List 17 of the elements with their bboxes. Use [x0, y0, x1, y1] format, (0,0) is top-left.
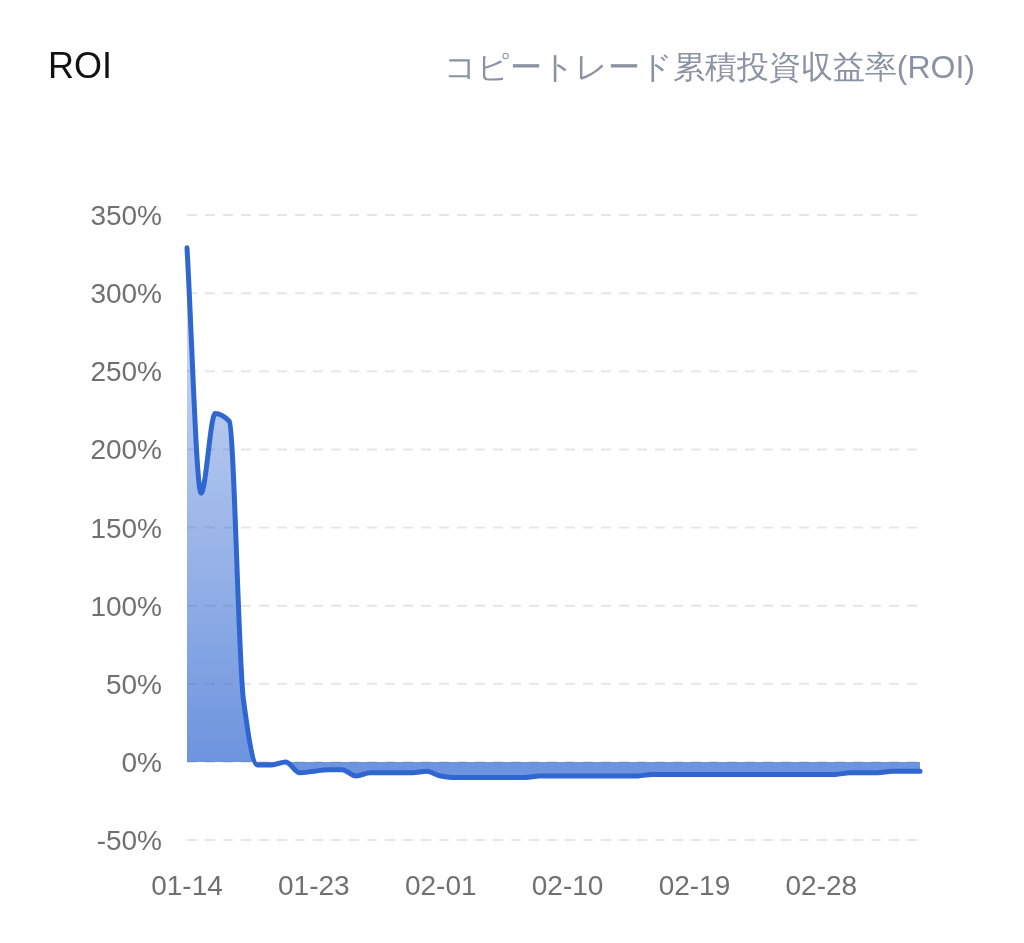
- y-tick-label: 200%: [90, 434, 162, 466]
- y-tick-label: 50%: [105, 668, 162, 700]
- x-tick-label: 02-19: [658, 870, 731, 901]
- chart-subtitle: コピートレード累積投資収益率(ROI): [443, 49, 975, 85]
- x-tick-label: 01-14: [151, 870, 223, 901]
- x-tick-label: 02-01: [404, 870, 477, 901]
- y-tick-label: -50%: [96, 825, 162, 856]
- chart-title: ROI: [48, 45, 113, 86]
- y-tick-label: 100%: [90, 590, 162, 622]
- y-tick-label: 250%: [90, 356, 162, 388]
- y-tick-label: 350%: [90, 200, 162, 231]
- y-tick-label: 150%: [90, 512, 162, 544]
- x-tick-label: 01-23: [278, 870, 350, 901]
- x-tick-label: 02-28: [785, 870, 858, 901]
- y-tick-label: 300%: [90, 278, 162, 310]
- x-tick-label: 02-10: [531, 870, 604, 901]
- y-tick-label: 0%: [121, 746, 162, 778]
